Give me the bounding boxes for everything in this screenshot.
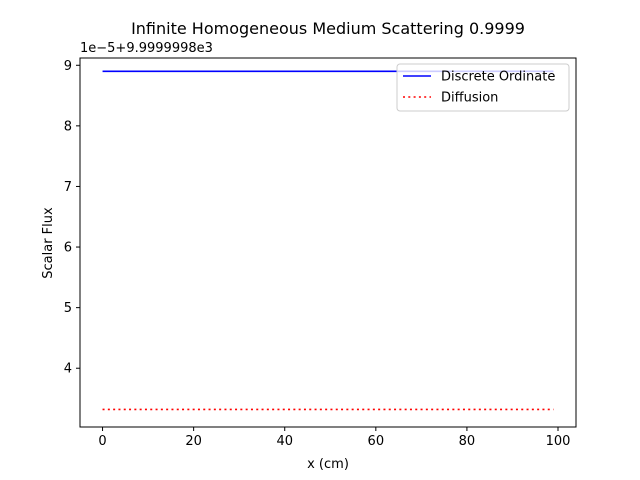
x-tick-label: 40 [276,434,293,449]
x-tick-label: 20 [185,434,202,449]
axes-frame [79,57,577,428]
y-tick-label: 6 [64,241,72,256]
y-tick-label: 5 [64,301,72,316]
legend: Discrete Ordinate Diffusion [396,63,570,112]
axes: 0 20 40 60 80 100 4 5 6 7 8 9 [64,57,577,449]
x-tick-label: 60 [368,434,385,449]
x-axis-label: x (cm) [307,457,349,472]
chart-title: Infinite Homogeneous Medium Scattering 0… [131,19,525,38]
y-tick-label: 7 [64,180,72,195]
y-axis-offset-text: 1e−5+9.9999998e3 [80,41,213,56]
x-tick-label: 100 [546,434,571,449]
legend-label-1: Discrete Ordinate [441,70,555,85]
x-tick-label: 0 [98,434,106,449]
legend-box [396,63,570,112]
y-tick-label: 9 [64,59,72,74]
y-tick-label: 8 [64,119,72,134]
x-tick-label: 80 [459,434,476,449]
legend-label-2: Diffusion [441,91,498,106]
y-tick-label: 4 [64,362,72,377]
y-axis-label: Scalar Flux [41,207,56,279]
